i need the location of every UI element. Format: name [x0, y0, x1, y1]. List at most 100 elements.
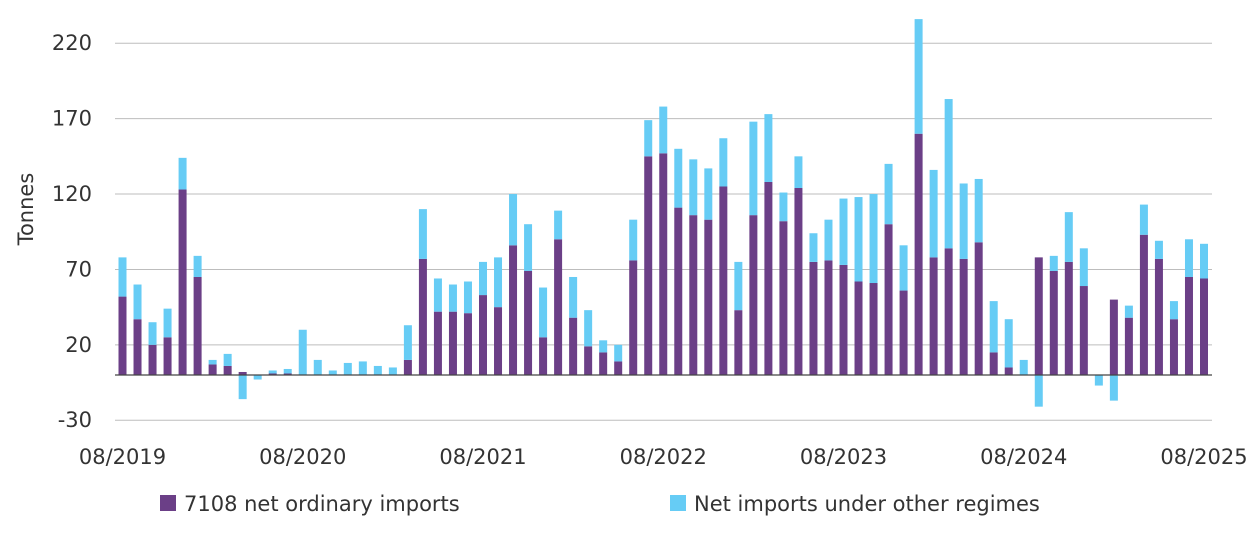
- bar-other-regimes: [479, 261, 487, 296]
- bar-other-regimes: [719, 138, 728, 187]
- bar-other-regimes: [914, 19, 923, 134]
- bar-other-regimes: [403, 325, 412, 360]
- bar-other-regimes: [298, 329, 307, 375]
- bar-ordinary-imports: [494, 307, 503, 375]
- bar-other-regimes: [839, 198, 848, 265]
- bar-other-regimes: [223, 353, 232, 366]
- bar-ordinary-imports: [208, 364, 217, 375]
- bar-other-regimes: [193, 255, 202, 277]
- bar-other-regimes: [1064, 212, 1073, 262]
- bar-other-regimes: [569, 276, 578, 318]
- bar-ordinary-imports: [1169, 319, 1178, 375]
- bar-other-regimes: [163, 308, 172, 338]
- bar-ordinary-imports: [448, 311, 457, 375]
- bar-ordinary-imports: [674, 207, 683, 375]
- bar-ordinary-imports: [824, 260, 833, 375]
- bar-other-regimes: [358, 361, 367, 375]
- bar-other-regimes: [974, 178, 983, 243]
- bar-other-regimes: [1034, 375, 1043, 407]
- bar-other-regimes: [599, 340, 608, 353]
- bar-ordinary-imports: [193, 276, 202, 375]
- bar-other-regimes: [238, 375, 247, 400]
- y-tick-label: 220: [52, 31, 92, 55]
- bar-other-regimes: [1019, 359, 1028, 375]
- bar-ordinary-imports: [539, 337, 548, 375]
- bar-other-regimes: [1169, 301, 1178, 320]
- bar-other-regimes: [629, 219, 638, 261]
- bar-ordinary-imports: [178, 189, 187, 375]
- bar-other-regimes: [854, 197, 863, 282]
- bar-other-regimes: [328, 370, 337, 375]
- bar-other-regimes: [388, 367, 397, 375]
- bar-other-regimes: [448, 284, 457, 312]
- bar-ordinary-imports: [809, 261, 818, 375]
- bar-ordinary-imports: [929, 257, 938, 375]
- x-tick-label: 08/2023: [800, 445, 887, 469]
- bar-ordinary-imports: [749, 215, 758, 375]
- bar-ordinary-imports: [779, 221, 788, 375]
- bar-ordinary-imports: [794, 188, 803, 375]
- bar-other-regimes: [764, 114, 773, 182]
- bar-ordinary-imports: [689, 215, 698, 375]
- bar-ordinary-imports: [974, 242, 983, 375]
- bar-ordinary-imports: [479, 295, 487, 375]
- bar-ordinary-imports: [238, 371, 247, 375]
- bar-other-regimes: [1200, 243, 1208, 279]
- bar-other-regimes: [689, 159, 698, 216]
- bar-other-regimes: [899, 245, 908, 291]
- bar-ordinary-imports: [433, 311, 442, 375]
- bar-ordinary-imports: [569, 317, 578, 375]
- bar-other-regimes: [779, 192, 788, 222]
- bar-other-regimes: [283, 368, 292, 374]
- bar-other-regimes: [133, 284, 142, 320]
- bar-other-regimes: [178, 157, 187, 190]
- bar-ordinary-imports: [118, 296, 127, 375]
- bar-ordinary-imports: [1079, 286, 1088, 375]
- bar-other-regimes: [1004, 319, 1013, 368]
- bar-ordinary-imports: [719, 186, 728, 375]
- bar-other-regimes: [118, 257, 127, 297]
- bar-other-regimes: [614, 344, 623, 362]
- y-tick-label: 120: [52, 182, 92, 206]
- bars: [118, 19, 1208, 407]
- bar-ordinary-imports: [403, 359, 412, 375]
- bar-ordinary-imports: [989, 352, 998, 375]
- bar-ordinary-imports: [1064, 261, 1073, 375]
- legend-swatch-other-regimes: [670, 495, 686, 511]
- x-tick-label: 08/2019: [79, 445, 166, 469]
- x-tick-label: 08/2022: [620, 445, 707, 469]
- bar-other-regimes: [644, 120, 653, 157]
- bar-other-regimes: [524, 224, 533, 271]
- bar-ordinary-imports: [959, 258, 968, 375]
- bar-other-regimes: [749, 121, 758, 216]
- y-tick-label: 170: [52, 107, 92, 131]
- bar-other-regimes: [989, 301, 998, 353]
- bar-other-regimes: [674, 148, 683, 208]
- bar-other-regimes: [268, 370, 277, 374]
- bar-ordinary-imports: [734, 310, 743, 375]
- bar-ordinary-imports: [839, 264, 848, 375]
- bar-ordinary-imports: [133, 319, 142, 375]
- bar-other-regimes: [584, 310, 593, 347]
- legend-label-ordinary: 7108 net ordinary imports: [184, 492, 460, 516]
- bar-other-regimes: [944, 99, 953, 249]
- bar-other-regimes: [1079, 248, 1088, 287]
- bar-other-regimes: [1109, 375, 1118, 401]
- bar-other-regimes: [704, 168, 713, 220]
- y-tick-label: 70: [65, 257, 92, 281]
- bar-ordinary-imports: [584, 346, 593, 375]
- bar-ordinary-imports: [704, 219, 713, 375]
- bar-ordinary-imports: [554, 239, 563, 375]
- bar-other-regimes: [959, 183, 968, 259]
- bar-other-regimes: [539, 287, 548, 338]
- x-tick-label: 08/2024: [980, 445, 1067, 469]
- bar-ordinary-imports: [509, 245, 518, 375]
- bar-other-regimes: [343, 362, 352, 375]
- bar-ordinary-imports: [599, 352, 608, 375]
- legend: 7108 net ordinary imports Net imports un…: [160, 492, 1040, 516]
- x-tick-label: 08/2025: [1160, 445, 1247, 469]
- bar-ordinary-imports: [268, 373, 277, 375]
- bar-other-regimes: [1124, 305, 1133, 318]
- bar-other-regimes: [884, 163, 893, 225]
- bar-ordinary-imports: [914, 133, 923, 375]
